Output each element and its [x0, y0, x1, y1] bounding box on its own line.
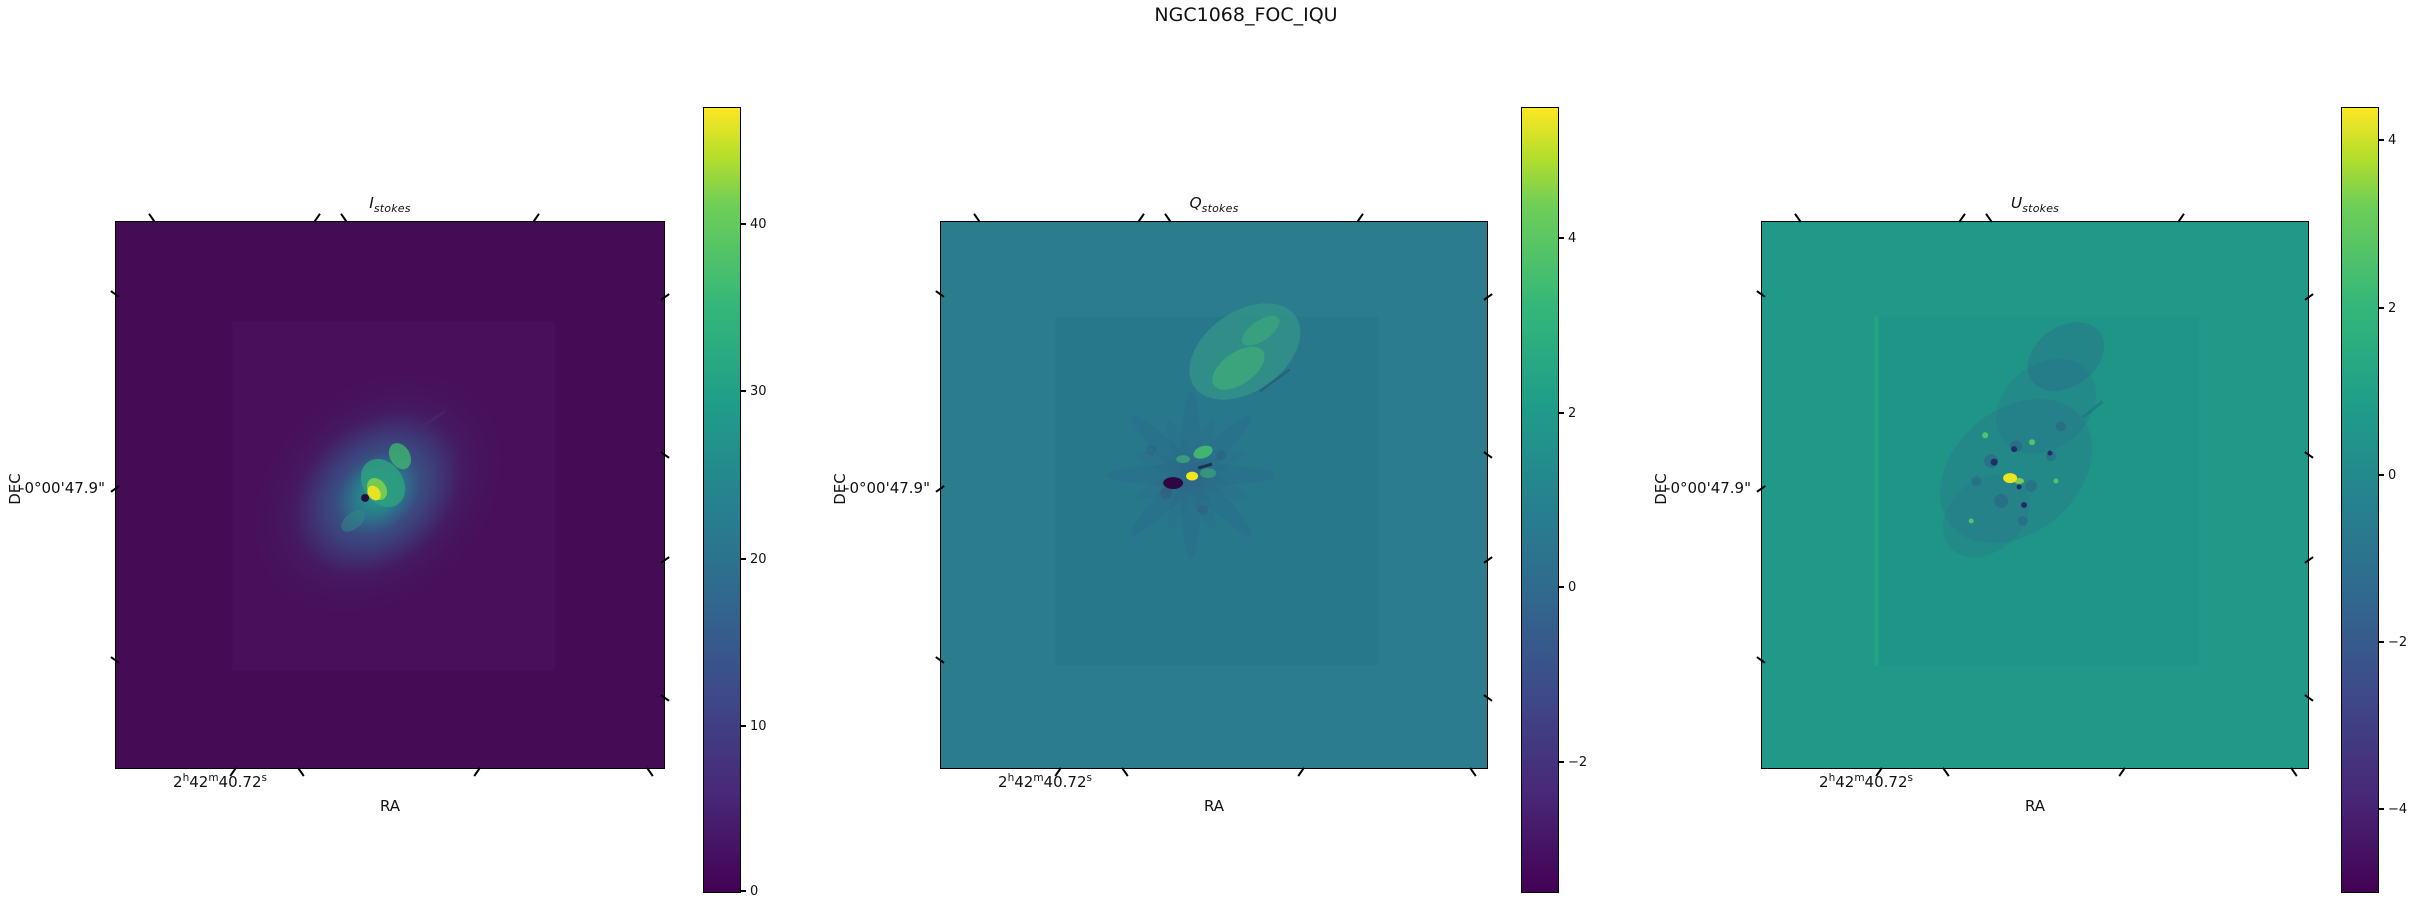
colorbar-gradient [2341, 107, 2379, 893]
colorbar-tick [1559, 237, 1564, 239]
colorbar-tick-label: 0 [1568, 579, 1577, 595]
dec-axis-label: DEC [831, 473, 849, 505]
colorbar-tick-label: 4 [1568, 230, 1577, 246]
colorbar-tick [741, 725, 746, 727]
colorbar-tick [2379, 307, 2384, 309]
colorbar-tick-label: −4 [2388, 801, 2408, 817]
colorbar-tick-label: 4 [2388, 132, 2397, 148]
colorbar-tick [741, 558, 746, 560]
panel-title-subscript: stokes [1201, 202, 1239, 215]
panel-title-main: U [2010, 194, 2023, 212]
panel-title-ustokes: Ustokes [1761, 194, 2309, 218]
ra-tick-label: 2h42m40.72s [998, 772, 1092, 791]
ra-tick-label: 2h42m40.72s [1819, 772, 1913, 791]
stokes-q-heatmap-image [941, 222, 1487, 768]
colorbar-tick [2379, 139, 2384, 141]
colorbar-istokes: 40 30 20 10 0 [703, 107, 793, 898]
colorbar-tick-label: 0 [2388, 467, 2397, 483]
ra-axis-label: RA [1203, 797, 1225, 815]
dec-tick-label: -0°00'47.9" [19, 479, 105, 497]
colorbar-tick-label: 30 [750, 383, 767, 399]
colorbar-tick-label: 10 [750, 718, 767, 734]
stokes-u-heatmap-image [1762, 222, 2308, 768]
stokes-i-image-panel [110, 213, 670, 777]
dec-axis-label: DEC [6, 473, 24, 505]
stokes-q-image-panel [935, 213, 1493, 777]
axis-tick [646, 767, 654, 777]
colorbar-tick-label: −2 [2388, 634, 2408, 650]
figure-title: NGC1068_FOC_IQU [1154, 4, 1338, 26]
colorbar-gradient [1521, 107, 1559, 893]
colorbar-tick-label: 40 [750, 216, 767, 232]
colorbar-ustokes: 4 2 0 −2 −4 [2341, 107, 2420, 893]
panel-title-istokes: Istokes [115, 194, 665, 218]
colorbar-tick-label: 2 [1568, 405, 1577, 421]
colorbar-qstokes: 4 2 0 −2 [1521, 107, 1611, 893]
colorbar-tick-label: 0 [750, 883, 759, 898]
colorbar-tick [741, 890, 746, 892]
axis-tick [2118, 767, 2126, 777]
colorbar-tick-label: 2 [2388, 300, 2397, 316]
dec-tick-label: -0°00'47.9" [1665, 479, 1751, 497]
colorbar-tick [2379, 641, 2384, 643]
panel-title-subscript: stokes [2022, 202, 2060, 215]
dec-axis-label: DEC [1652, 473, 1670, 505]
panel-title-main: I [369, 194, 374, 212]
panel-title-subscript: stokes [373, 202, 411, 215]
axis-tick [1469, 767, 1477, 777]
panel-title-main: Q [1189, 194, 1202, 212]
ra-axis-label: RA [379, 797, 401, 815]
colorbar-tick [741, 390, 746, 392]
colorbar-tick [2379, 474, 2384, 476]
dec-tick-label: -0°00'47.9" [844, 479, 930, 497]
stokes-i-heatmap-image [116, 222, 664, 768]
axis-tick [1297, 767, 1305, 777]
colorbar-tick [2379, 808, 2384, 810]
panel-title-qstokes: Qstokes [940, 194, 1488, 218]
colorbar-gradient [703, 107, 741, 893]
axis-tick [2290, 767, 2298, 777]
colorbar-tick [741, 223, 746, 225]
colorbar-tick [1559, 761, 1564, 763]
stokes-u-image-panel [1756, 213, 2314, 777]
ra-tick-label: 2h42m40.72s [173, 772, 267, 791]
ra-axis-label: RA [2024, 797, 2046, 815]
colorbar-tick-label: 20 [750, 551, 767, 567]
colorbar-tick-label: −2 [1568, 754, 1588, 770]
colorbar-tick [1559, 412, 1564, 414]
colorbar-tick [1559, 586, 1564, 588]
axis-tick [473, 767, 481, 777]
